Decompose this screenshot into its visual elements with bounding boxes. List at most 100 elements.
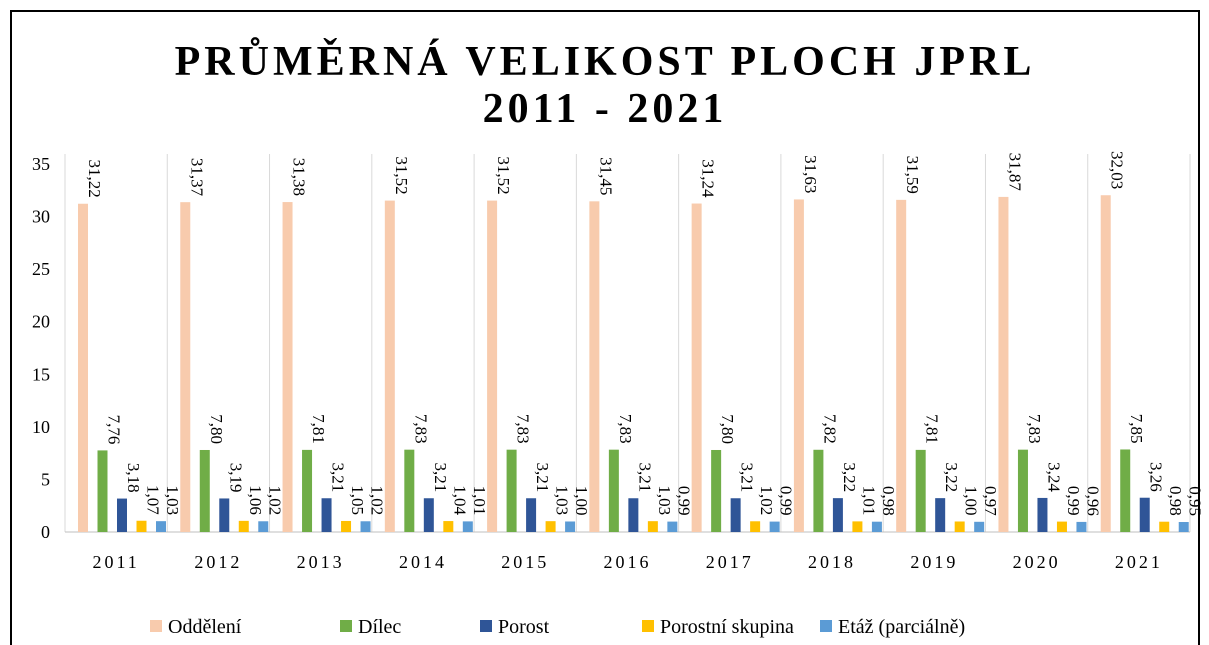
bar [565, 521, 576, 532]
value-label: 1,07 [144, 485, 163, 515]
bar [384, 200, 395, 532]
value-label: 31,45 [596, 157, 615, 195]
bar [935, 498, 946, 532]
bar [667, 521, 678, 532]
value-label: 7,82 [820, 414, 839, 444]
value-label: 0,99 [1064, 486, 1083, 516]
value-label: 31,22 [85, 159, 104, 197]
bar [282, 202, 293, 533]
value-label: 1,00 [572, 486, 591, 516]
bar [628, 498, 639, 532]
value-label: 3,21 [635, 462, 654, 492]
chart-title: PRŮMĚRNÁ VELIKOST PLOCH JPRL [175, 37, 1036, 85]
y-tick-label: 30 [32, 207, 50, 227]
value-label: 1,03 [655, 485, 674, 515]
bar [258, 521, 269, 532]
value-label: 7,80 [718, 414, 737, 444]
value-label: 1,01 [470, 486, 489, 516]
bar [180, 202, 191, 532]
value-label: 1,00 [962, 486, 981, 516]
bar [506, 449, 517, 532]
chart-subtitle: 2011 - 2021 [483, 86, 728, 132]
value-label: 3,21 [431, 462, 450, 492]
value-label: 0,96 [1083, 486, 1102, 516]
value-label: 0,99 [674, 486, 693, 516]
bar [1120, 449, 1131, 532]
bar [730, 498, 741, 532]
value-label: 7,81 [309, 414, 328, 444]
bar [341, 520, 352, 532]
value-label: 32,03 [1108, 151, 1127, 189]
bar [1159, 521, 1170, 532]
bar [443, 521, 454, 532]
x-tick-label: 2014 [399, 552, 447, 572]
bar [711, 449, 722, 532]
legend-swatch [642, 620, 654, 632]
bar [1076, 521, 1087, 532]
value-label: 7,81 [923, 414, 942, 444]
value-label: 3,19 [226, 463, 245, 493]
bar [852, 521, 863, 532]
legend-label: Porost [498, 616, 550, 638]
bar [813, 449, 824, 532]
x-tick-label: 2020 [1013, 552, 1061, 572]
bar [896, 199, 907, 533]
legend-label: Oddělení [168, 616, 242, 638]
bar [974, 521, 985, 532]
value-label: 7,83 [616, 414, 635, 444]
value-label: 3,21 [329, 462, 348, 492]
value-label: 1,02 [265, 486, 284, 516]
x-tick-label: 2017 [706, 552, 754, 572]
value-label: 31,63 [801, 155, 820, 193]
value-label: 1,06 [246, 485, 265, 515]
bar [219, 498, 230, 532]
y-tick-label: 20 [32, 312, 50, 332]
y-tick-label: 10 [32, 417, 50, 437]
bar [832, 498, 843, 532]
bar [238, 520, 249, 532]
legend-label: Dílec [358, 616, 401, 638]
value-label: 1,01 [859, 486, 878, 516]
legend-swatch [480, 620, 492, 632]
bar [199, 449, 210, 532]
value-label: 0,98 [879, 486, 898, 516]
value-label: 7,76 [105, 415, 124, 445]
bar [487, 200, 498, 532]
bar [1100, 195, 1111, 533]
bar [302, 449, 313, 532]
bar [1037, 497, 1048, 532]
bar [462, 521, 473, 532]
value-label: 0,98 [1166, 486, 1185, 516]
y-tick-label: 25 [32, 259, 50, 279]
value-label: 1,02 [757, 486, 776, 516]
value-label: 0,99 [777, 486, 796, 516]
value-label: 31,37 [187, 158, 206, 197]
value-label: 31,52 [392, 156, 411, 194]
value-label: 0,95 [1186, 486, 1205, 516]
value-label: 1,03 [553, 485, 572, 515]
bar [608, 449, 619, 532]
bar [321, 498, 332, 532]
bar [1017, 449, 1028, 532]
value-label: 0,97 [981, 486, 1000, 516]
legend-swatch [340, 620, 352, 632]
x-tick-label: 2021 [1115, 552, 1163, 572]
bar [545, 521, 556, 532]
value-label: 1,02 [368, 486, 387, 516]
value-label: 7,80 [207, 414, 226, 444]
value-label: 3,21 [533, 462, 552, 492]
x-tick-label: 2011 [92, 552, 139, 572]
value-label: 31,59 [903, 156, 922, 194]
x-tick-label: 2015 [501, 552, 549, 572]
bar [136, 520, 147, 532]
bar [998, 196, 1009, 532]
value-label: 7,83 [411, 414, 430, 444]
value-label: 3,22 [942, 462, 961, 492]
y-tick-label: 0 [41, 522, 50, 542]
y-tick-label: 5 [41, 469, 50, 489]
x-tick-label: 2013 [297, 552, 345, 572]
bar [954, 521, 965, 532]
value-label: 3,26 [1147, 462, 1166, 492]
value-label: 31,52 [494, 156, 513, 194]
